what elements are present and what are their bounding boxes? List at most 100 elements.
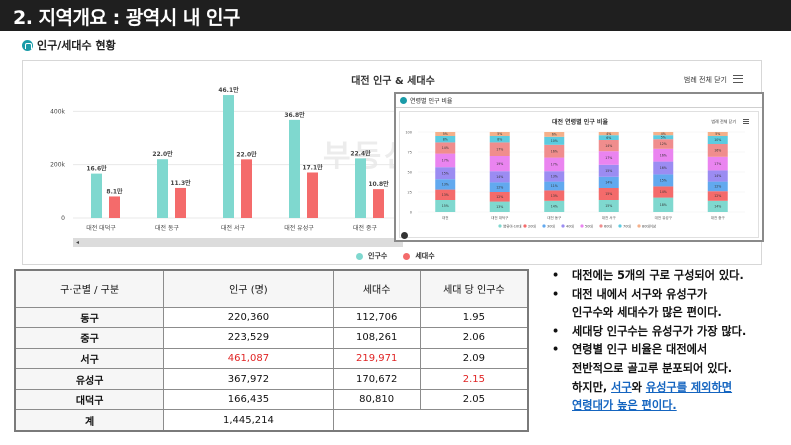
segment-label: 17%	[442, 159, 449, 163]
segment-label: 15%	[605, 192, 612, 196]
bullet-text: 하지만, 서구와 유성구를 제외하면	[572, 379, 788, 398]
population-value: 220,360	[163, 306, 334, 329]
x-tick-label: 대전 유성구	[655, 215, 673, 220]
segment-label: 15%	[605, 204, 612, 208]
y-tick-label: 50	[408, 171, 412, 175]
legend-item-population[interactable]: 인구수	[356, 251, 387, 261]
x-tick-label: 대전	[442, 215, 448, 220]
section-label: 인구/세대수 현황	[37, 39, 116, 52]
legend-dot	[561, 224, 565, 228]
y-tick-label: 75	[408, 151, 412, 155]
total-empty-cell	[332, 409, 529, 432]
link-yuseonggu[interactable]: 유성구를 제외하면	[645, 380, 733, 394]
bar	[307, 172, 318, 218]
segment-label: 12%	[714, 185, 721, 189]
stacked-segment	[489, 171, 510, 183]
stacked-segment	[653, 148, 674, 162]
households-value: 108,261	[332, 327, 421, 349]
bullet-text-mid: 와	[631, 380, 646, 394]
segment-label: 5%	[443, 132, 448, 136]
data-label: 36.8만	[284, 111, 305, 119]
legend-item-households[interactable]: 세대수	[403, 251, 435, 261]
segment-label: 13%	[442, 183, 449, 187]
x-tick-label: 대전 대덕구	[86, 224, 116, 232]
district-name: 중구	[14, 327, 165, 349]
legend-label: 세대수	[415, 252, 435, 260]
stacked-segment	[598, 188, 619, 200]
data-label: 10.8만	[368, 180, 389, 188]
stacked-segment	[653, 135, 674, 140]
x-tick-label: 대전 서구	[221, 224, 245, 232]
bar	[109, 196, 120, 218]
bullet-item: 대전에는 5개의 구로 구성되어 있다.	[552, 267, 788, 286]
inset-panel-title: 연령별 인구 비율	[410, 98, 453, 105]
section-header: 인구/세대수 현황	[22, 37, 116, 53]
district-name: 서구	[14, 347, 165, 370]
stacked-segment	[598, 132, 619, 136]
x-tick-label: 대전 동구	[547, 215, 562, 220]
link-age-high[interactable]: 연령대가 높은 편이다.	[572, 399, 677, 413]
bullet-text: 세대당 인구수는 유성구가 가장 많다.	[572, 324, 747, 338]
bar	[241, 159, 252, 218]
legend-label: 80대이상	[642, 223, 657, 228]
bullet-text-prefix: 하지만,	[572, 380, 612, 394]
stacked-segment	[707, 156, 728, 171]
legend-dot	[542, 224, 546, 228]
segment-label: 16%	[660, 153, 667, 157]
total-label: 계	[14, 409, 165, 432]
stacked-segment	[707, 136, 728, 144]
stacked-segment	[598, 135, 619, 140]
per-household-value: 2.06	[419, 327, 529, 349]
inset-legend-toggle-button[interactable]: 범례 전체 닫기	[711, 119, 736, 124]
bar	[175, 187, 186, 218]
district-name: 대덕구	[14, 388, 165, 411]
segment-label: 14%	[442, 146, 449, 150]
stacked-segment	[435, 189, 456, 200]
segment-label: 13%	[551, 194, 558, 198]
legend-toggle-button[interactable]: 범례 전체 닫기	[683, 76, 727, 84]
settings-icon[interactable]	[401, 232, 408, 239]
x-tick-label: 대전 대덕구	[491, 215, 509, 220]
table-row: 서구 461,087 219,971 2.09	[14, 347, 529, 370]
title-bar: 2. 지역개요 : 광역시 내 인구	[0, 0, 791, 31]
data-label: 46.1만	[218, 86, 239, 94]
households-value: 80,810	[332, 388, 421, 411]
population-value-highlight: 461,087	[163, 347, 334, 370]
stacked-segment	[489, 136, 510, 143]
chart-title: 대전 인구 & 세대수	[351, 76, 435, 87]
stacked-segment	[598, 200, 619, 212]
legend-dot	[637, 224, 641, 228]
bullet-text: 전반적으로 골고루 분포되어 있다.	[572, 361, 733, 375]
stacked-segment	[544, 144, 565, 158]
chart-scrollbar[interactable]: ◂	[73, 238, 403, 247]
bullet-text: 인구수와 세대수가 많은 편이다.	[572, 306, 722, 320]
bar	[223, 95, 234, 218]
stacked-segment	[544, 157, 565, 172]
stacked-segment	[544, 181, 565, 191]
segment-label: 5%	[715, 132, 720, 136]
bullet-text: 대전 내에서 서구와 유성구가	[572, 287, 708, 301]
bar	[373, 189, 384, 218]
scroll-left-icon[interactable]: ◂	[76, 239, 80, 246]
summary-bullets: 대전에는 5개의 구로 구성되어 있다. 대전 내에서 서구와 유성구가 인구수…	[552, 267, 788, 416]
stacked-segment	[489, 132, 510, 136]
segment-label: 12%	[496, 185, 503, 189]
legend-label: 60대	[604, 223, 612, 228]
stacked-bar-chart-svg: 025507510015%13%13%15%17%14%8%5%대전13%12%…	[405, 131, 745, 228]
stacked-segment	[435, 132, 456, 136]
segment-label: 14%	[714, 174, 721, 178]
segment-label: 14%	[605, 144, 612, 148]
segment-label: 12%	[660, 142, 667, 146]
menu-icon[interactable]	[733, 75, 743, 83]
data-label: 16.6만	[86, 165, 107, 173]
link-seogu[interactable]: 서구	[611, 380, 632, 394]
inset-menu-icon[interactable]	[743, 119, 749, 124]
data-label: 8.1만	[106, 187, 123, 195]
stacked-segment	[653, 174, 674, 187]
stacked-segment	[707, 191, 728, 201]
stacked-segment	[707, 181, 728, 192]
segment-label: 13%	[496, 205, 503, 209]
legend-dot	[498, 224, 502, 228]
